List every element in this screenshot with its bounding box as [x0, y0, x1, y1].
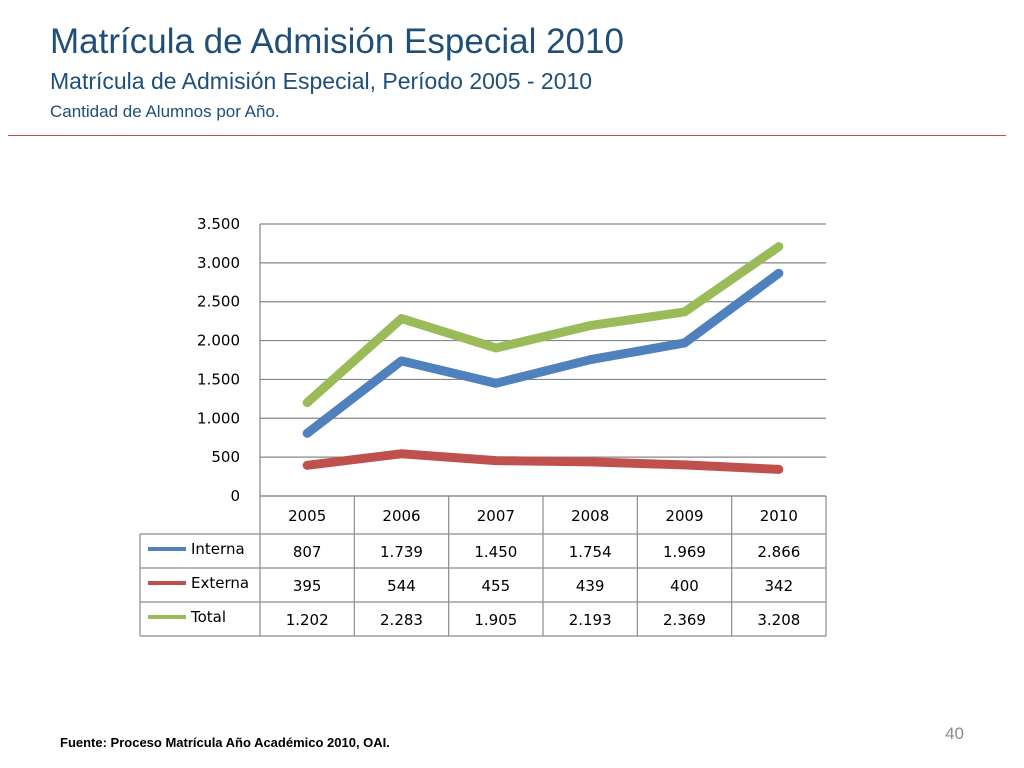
- legend-label: Interna: [191, 540, 245, 558]
- y-tick-label: 0: [230, 487, 240, 505]
- page-subtitle: Matrícula de Admisión Especial, Período …: [50, 68, 593, 94]
- table-cell-value: 2.283: [380, 611, 423, 629]
- table-cell-value: 2.866: [757, 543, 800, 561]
- table-cell-value: 3.208: [757, 611, 800, 629]
- page-number: 40: [945, 724, 964, 743]
- table-cell-value: 1.202: [286, 611, 329, 629]
- x-tick-label: 2007: [477, 507, 515, 525]
- table-cell-value: 439: [576, 577, 605, 595]
- table-cell-value: 400: [670, 577, 699, 595]
- table-cell-value: 342: [765, 577, 794, 595]
- y-tick-label: 3.500: [197, 215, 240, 233]
- series-line-interna: [302, 268, 784, 438]
- page-caption: Cantidad de Alumnos por Año.: [50, 102, 280, 121]
- table-cell-value: 1.754: [569, 543, 612, 561]
- y-tick-label: 2.500: [197, 293, 240, 311]
- table-cell-value: 1.739: [380, 543, 423, 561]
- x-tick-label: 2006: [382, 507, 420, 525]
- table-cell-value: 1.905: [474, 611, 517, 629]
- table-cell-value: 2.193: [569, 611, 612, 629]
- table-cell-value: 544: [387, 577, 416, 595]
- y-tick-label: 3.000: [197, 254, 240, 272]
- table-cell-value: 1.969: [663, 543, 706, 561]
- x-tick-label: 2005: [288, 507, 326, 525]
- y-tick-label: 1.000: [197, 409, 240, 427]
- header-divider: [8, 135, 1006, 136]
- series-line-externa: [302, 449, 784, 474]
- x-tick-label: 2008: [571, 507, 609, 525]
- x-tick-label: 2010: [760, 507, 798, 525]
- table-cell-value: 395: [293, 577, 322, 595]
- table-cell-value: 2.369: [663, 611, 706, 629]
- y-tick-label: 2.000: [197, 332, 240, 350]
- table-cell-value: 455: [482, 577, 511, 595]
- y-tick-label: 500: [211, 448, 240, 466]
- table-cell-value: 807: [293, 543, 322, 561]
- source-note: Fuente: Proceso Matrícula Año Académico …: [60, 735, 390, 750]
- page-title: Matrícula de Admisión Especial 2010: [50, 22, 624, 61]
- legend-label: Total: [190, 608, 226, 626]
- x-tick-label: 2009: [665, 507, 703, 525]
- table-cell-value: 1.450: [474, 543, 517, 561]
- legend-label: Externa: [191, 574, 249, 592]
- series-line-total: [302, 242, 784, 408]
- y-tick-label: 1.500: [197, 370, 240, 388]
